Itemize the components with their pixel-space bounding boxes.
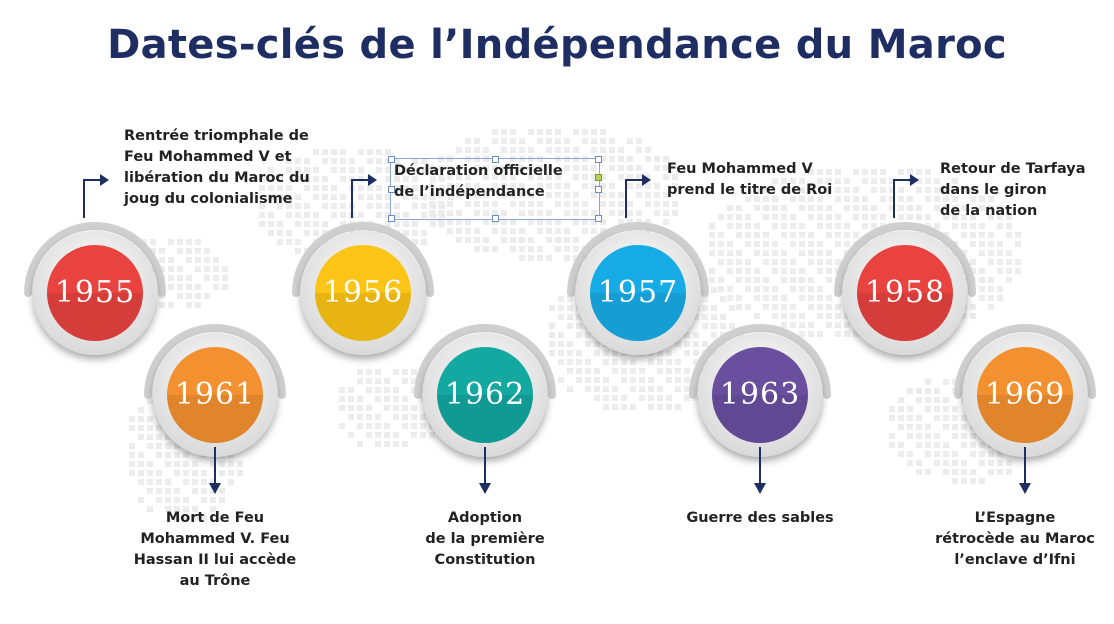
event-text-1969: L’Espagne rétrocède au Maroc l’enclave d… <box>935 510 1095 568</box>
year-label: 1963 <box>719 377 801 412</box>
down-arrow-icon <box>209 447 221 494</box>
down-arrow-icon <box>1019 447 1031 494</box>
year-label: 1961 <box>174 377 256 412</box>
timeline-node-1958: 1958 <box>830 218 980 368</box>
year-label: 1962 <box>444 377 526 412</box>
selection-frame <box>388 156 602 222</box>
bent-arrow-icon <box>351 174 377 218</box>
event-text-1961: Mort de Feu Mohammed V. Feu Hassan II lu… <box>133 510 297 589</box>
timeline-node-1955: 1955 <box>20 218 170 368</box>
down-arrow-icon <box>479 447 491 494</box>
timeline-node-1963: 1963 <box>685 320 835 470</box>
year-label: 1955 <box>54 275 136 310</box>
event-text-1958: Retour de Tarfaya dans le giron de la na… <box>940 161 1086 219</box>
year-label: 1969 <box>984 377 1066 412</box>
timeline-node-1962: 1962 <box>410 320 560 470</box>
timeline-node-1956: 1956 <box>288 218 438 368</box>
event-text-1962: Adoption de la première Constitution <box>425 510 545 568</box>
timeline-node-1961: 1961 <box>140 320 290 470</box>
bent-arrow-icon <box>625 174 651 218</box>
year-label: 1956 <box>322 275 404 310</box>
timeline-node-1957: 1957 <box>563 218 713 368</box>
timeline-node-1969: 1969 <box>950 320 1100 470</box>
event-text-1963: Guerre des sables <box>686 510 834 526</box>
event-text-1956: Déclaration officielle de l’indépendance <box>394 163 563 200</box>
down-arrow-icon <box>754 447 766 494</box>
event-text-1957: Feu Mohammed V prend le titre de Roi <box>667 161 833 198</box>
year-label: 1958 <box>864 275 946 310</box>
bent-arrow-icon <box>83 174 109 218</box>
year-label: 1957 <box>597 275 679 310</box>
event-text-1955: Rentrée triomphale de Feu Mohammed V et … <box>124 128 310 207</box>
bent-arrow-icon <box>893 174 919 218</box>
page-title: Dates-clés de l’Indépendance du Maroc <box>107 22 1007 68</box>
